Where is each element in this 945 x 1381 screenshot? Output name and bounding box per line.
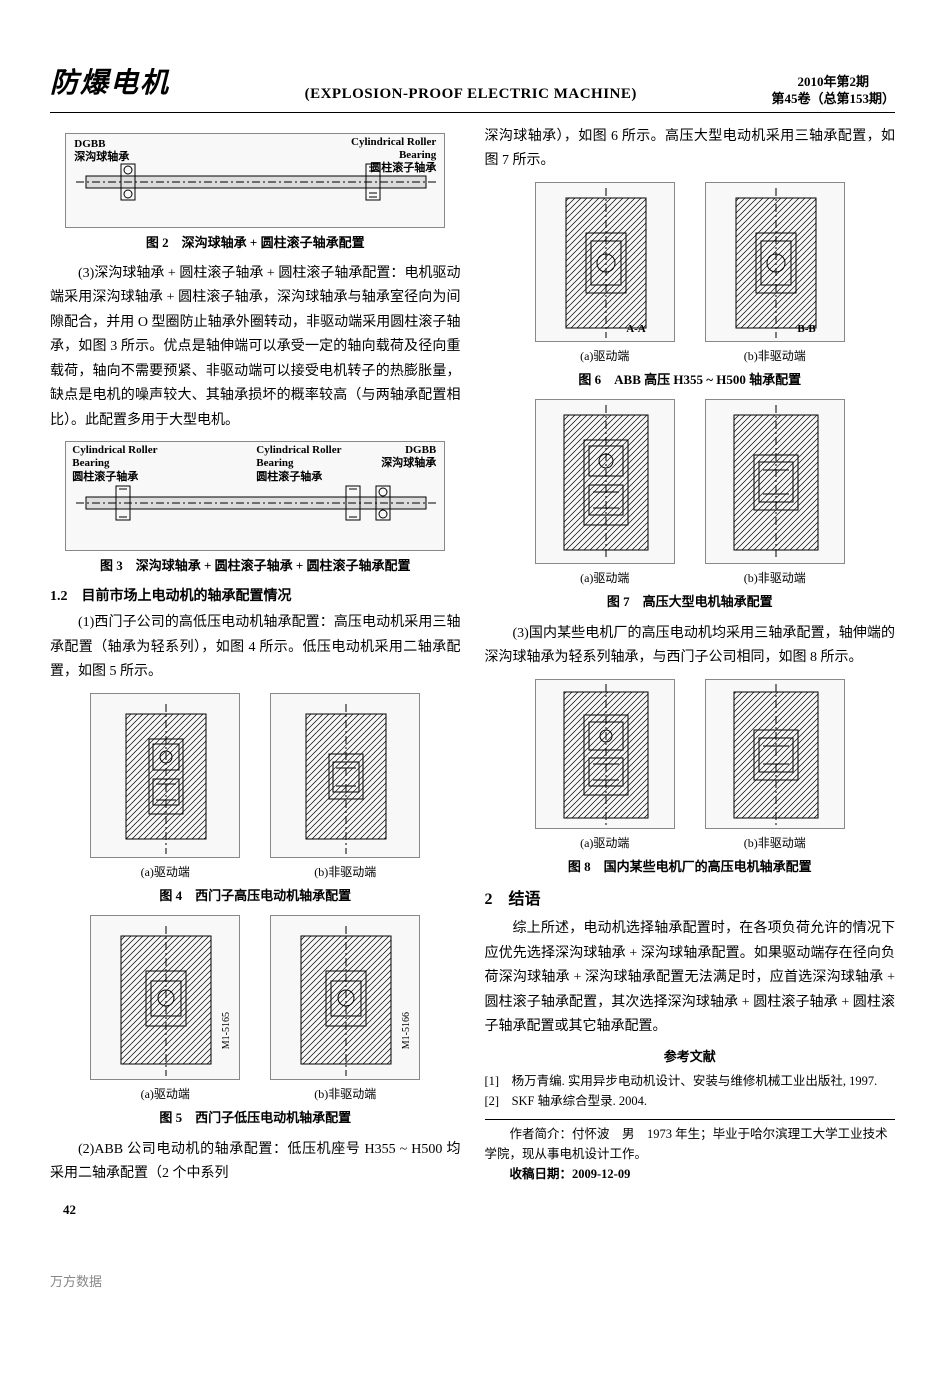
figure-7b-diagram <box>705 399 845 564</box>
fig2-crb-cn: 圆柱滚子轴承 <box>370 162 436 174</box>
conclusion-para: 综上所述，电动机选择轴承配置时，在各项负荷允许的情况下应优先选择深沟球轴承 + … <box>485 917 896 1040</box>
figure-8b-sub: (b)非驱动端 <box>705 833 845 853</box>
figure-4a-diagram <box>90 693 240 858</box>
page-header: 防爆电机 (EXPLOSION-PROOF ELECTRIC MACHINE) … <box>50 60 895 113</box>
fig3-crb1-cn: 圆柱滚子轴承 <box>72 471 138 483</box>
fig5a-marker: M1-5165 <box>218 1012 235 1049</box>
figure-4b-diagram <box>270 693 420 858</box>
figure-4-caption: 图 4 西门子高压电动机轴承配置 <box>50 885 461 907</box>
fig5b-marker: M1-5166 <box>398 1012 415 1049</box>
figure-3-diagram: Cylindrical Roller Bearing 圆柱滚子轴承 Cylind… <box>65 441 445 551</box>
issue-line-1: 2010年第2期 <box>771 74 895 91</box>
fig6a-section: A-A <box>626 320 646 339</box>
section-2-head: 2 结语 <box>485 886 896 913</box>
fig6b-section: B-B <box>797 320 815 339</box>
figure-7: (a)驱动端 (b)非驱动端 图 7 高压大型电机轴承 <box>485 399 896 613</box>
received-date: 收稿日期：2009-12-09 <box>485 1164 896 1184</box>
figure-6-caption: 图 6 ABB 高压 H355 ~ H500 轴承配置 <box>485 369 896 391</box>
figure-4: (a)驱动端 (b)非驱动端 图 4 西门子高压电动机 <box>50 693 461 907</box>
paragraph-domestic: (3)国内某些电机厂的高压电动机均采用三轴承配置，轴伸端的深沟球轴承为轻系列轴承… <box>485 622 896 671</box>
figure-4a-sub: (a)驱动端 <box>90 862 240 882</box>
fig3-dgbb-en: DGBB <box>405 444 436 456</box>
figure-8-caption: 图 8 国内某些电机厂的高压电机轴承配置 <box>485 856 896 878</box>
figure-5a-diagram: M1-5165 <box>90 915 240 1080</box>
figure-5: M1-5165 (a)驱动端 M1-5166 <box>50 915 461 1129</box>
reference-2: [2] SKF 轴承综合型录. 2004. <box>485 1091 896 1111</box>
figure-2-diagram: DGBB 深沟球轴承 Cylindrical Roller Bearing 圆柱… <box>65 133 445 228</box>
author-info-box: 作者简介：付怀波 男 1973 年生；毕业于哈尔滨理工大学工业技术学院，现从事电… <box>485 1119 896 1184</box>
figure-7a-diagram <box>535 399 675 564</box>
figure-7b-sub: (b)非驱动端 <box>705 568 845 588</box>
fig2-crb-en2: Bearing <box>399 149 436 161</box>
figure-7-caption: 图 7 高压大型电机轴承配置 <box>485 591 896 613</box>
fig3-crb2-en: Cylindrical Roller <box>256 444 341 456</box>
figure-6b-diagram: B-B <box>705 182 845 342</box>
figure-8a-sub: (a)驱动端 <box>535 833 675 853</box>
figure-6: A-A (a)驱动端 B-B ( <box>485 182 896 391</box>
figure-6a-diagram: A-A <box>535 182 675 342</box>
fig3-crb2-en2: Bearing <box>256 457 293 469</box>
figure-5b-sub: (b)非驱动端 <box>270 1084 420 1104</box>
page-number: 42 <box>50 1199 895 1221</box>
paragraph-siemens: (1)西门子公司的高低压电动机轴承配置：高压电动机采用三轴承配置（轴承为轻系列）… <box>50 611 461 685</box>
paragraph-abb: (2)ABB 公司电动机的轴承配置：低压机座号 H355 ~ H500 均采用二… <box>50 1138 461 1187</box>
figure-7a-sub: (a)驱动端 <box>535 568 675 588</box>
journal-english-title: (EXPLOSION-PROOF ELECTRIC MACHINE) <box>305 82 637 108</box>
two-column-body: DGBB 深沟球轴承 Cylindrical Roller Bearing 圆柱… <box>50 125 895 1187</box>
fig3-crb1-en: Cylindrical Roller <box>72 444 157 456</box>
references-heading: 参考文献 <box>485 1046 896 1068</box>
fig3-dgbb-cn: 深沟球轴承 <box>381 457 436 469</box>
fig2-crb-en: Cylindrical Roller <box>351 136 436 148</box>
figure-5a-sub: (a)驱动端 <box>90 1084 240 1104</box>
figure-3-caption: 图 3 深沟球轴承 + 圆柱滚子轴承 + 圆柱滚子轴承配置 <box>50 555 461 577</box>
author-bio: 作者简介：付怀波 男 1973 年生；毕业于哈尔滨理工大学工业技术学院，现从事电… <box>485 1124 896 1164</box>
figure-8b-diagram <box>705 679 845 829</box>
issue-info: 2010年第2期 第45卷（总第153期） <box>771 74 895 108</box>
left-column: DGBB 深沟球轴承 Cylindrical Roller Bearing 圆柱… <box>50 125 461 1187</box>
figure-6a-sub: (a)驱动端 <box>535 346 675 366</box>
figure-5b-diagram: M1-5166 <box>270 915 420 1080</box>
journal-logo: 防爆电机 <box>50 60 170 108</box>
figure-3: Cylindrical Roller Bearing 圆柱滚子轴承 Cylind… <box>50 441 461 577</box>
paragraph-3: (3)深沟球轴承 + 圆柱滚子轴承 + 圆柱滚子轴承配置：电机驱动端采用深沟球轴… <box>50 262 461 434</box>
fig2-dgbb-en: DGBB <box>74 138 105 150</box>
footer-watermark: 万方数据 <box>50 1271 895 1293</box>
figure-5-caption: 图 5 西门子低压电动机轴承配置 <box>50 1107 461 1129</box>
fig2-dgbb-cn: 深沟球轴承 <box>74 151 129 163</box>
issue-line-2: 第45卷（总第153期） <box>771 91 895 108</box>
figure-6b-sub: (b)非驱动端 <box>705 346 845 366</box>
figure-8a-diagram <box>535 679 675 829</box>
right-column: 深沟球轴承），如图 6 所示。高压大型电动机采用三轴承配置，如图 7 所示。 A… <box>485 125 896 1187</box>
paragraph-cont: 深沟球轴承），如图 6 所示。高压大型电动机采用三轴承配置，如图 7 所示。 <box>485 125 896 174</box>
figure-2: DGBB 深沟球轴承 Cylindrical Roller Bearing 圆柱… <box>50 133 461 254</box>
section-1-2-head: 1.2 目前市场上电动机的轴承配置情况 <box>50 585 461 609</box>
fig3-crb2-cn: 圆柱滚子轴承 <box>256 471 322 483</box>
reference-1: [1] 杨万青编. 实用异步电动机设计、安装与维修机械工业出版社, 1997. <box>485 1071 896 1091</box>
figure-4b-sub: (b)非驱动端 <box>270 862 420 882</box>
figure-8: (a)驱动端 (b)非驱动端 图 8 国内某些电机厂的 <box>485 679 896 878</box>
figure-2-caption: 图 2 深沟球轴承 + 圆柱滚子轴承配置 <box>50 232 461 254</box>
fig3-crb1-en2: Bearing <box>72 457 109 469</box>
